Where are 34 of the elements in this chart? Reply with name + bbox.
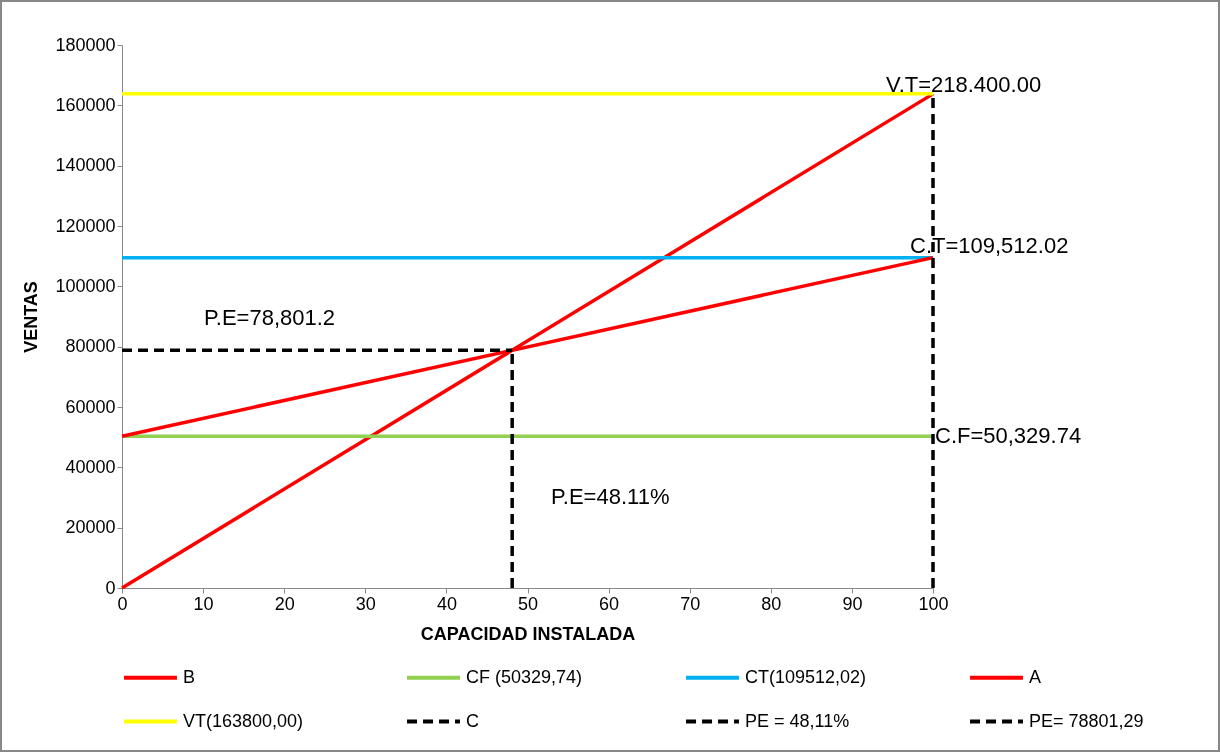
legend-label: PE= 78801,29	[1029, 710, 1144, 731]
x-tick-label: 80	[761, 593, 782, 614]
x-tick-label: 30	[355, 593, 376, 614]
x-tick-label: 50	[517, 593, 539, 614]
x-axis-title: CAPACIDAD INSTALADA	[420, 623, 636, 644]
y-tick-label: 120000	[55, 215, 116, 236]
annotation: V.T=218.400.00	[886, 72, 1042, 97]
y-tick-label: 80000	[65, 336, 116, 357]
y-tick-label: 180000	[55, 34, 116, 55]
legend-label: PE = 48,11%	[745, 710, 850, 731]
legend-label: A	[1029, 666, 1042, 687]
y-tick-label: 100000	[55, 275, 116, 296]
x-tick-label: 70	[680, 593, 701, 614]
legend-label: CF (50329,74)	[466, 666, 583, 687]
legend-label: B	[183, 666, 196, 687]
y-tick-label: 20000	[65, 517, 116, 538]
x-tick-label: 20	[274, 593, 295, 614]
y-axis-title: VENTAS	[21, 281, 42, 353]
annotation: P.E=48.11%	[551, 484, 670, 509]
text: C.F=50,329.74	[935, 423, 1082, 448]
y-tick-label: 160000	[55, 94, 116, 115]
y-tick-label: 60000	[65, 396, 116, 417]
x-tick-label: 100	[918, 593, 949, 614]
y-tick-label: 140000	[55, 155, 116, 176]
legend-label: VT(163800,00)	[183, 710, 304, 731]
legend-label: CT(109512,02)	[745, 666, 867, 687]
x-tick-label: 10	[193, 593, 214, 614]
x-tick-label: 40	[436, 593, 457, 614]
x-tick-label: 90	[842, 593, 863, 614]
legend-label: C	[466, 710, 479, 731]
y-tick-label: 40000	[65, 456, 116, 477]
annotation: P.E=78,801.2	[204, 305, 336, 330]
y-tick-label: 0	[105, 577, 116, 598]
x-tick-label: 60	[599, 593, 620, 614]
